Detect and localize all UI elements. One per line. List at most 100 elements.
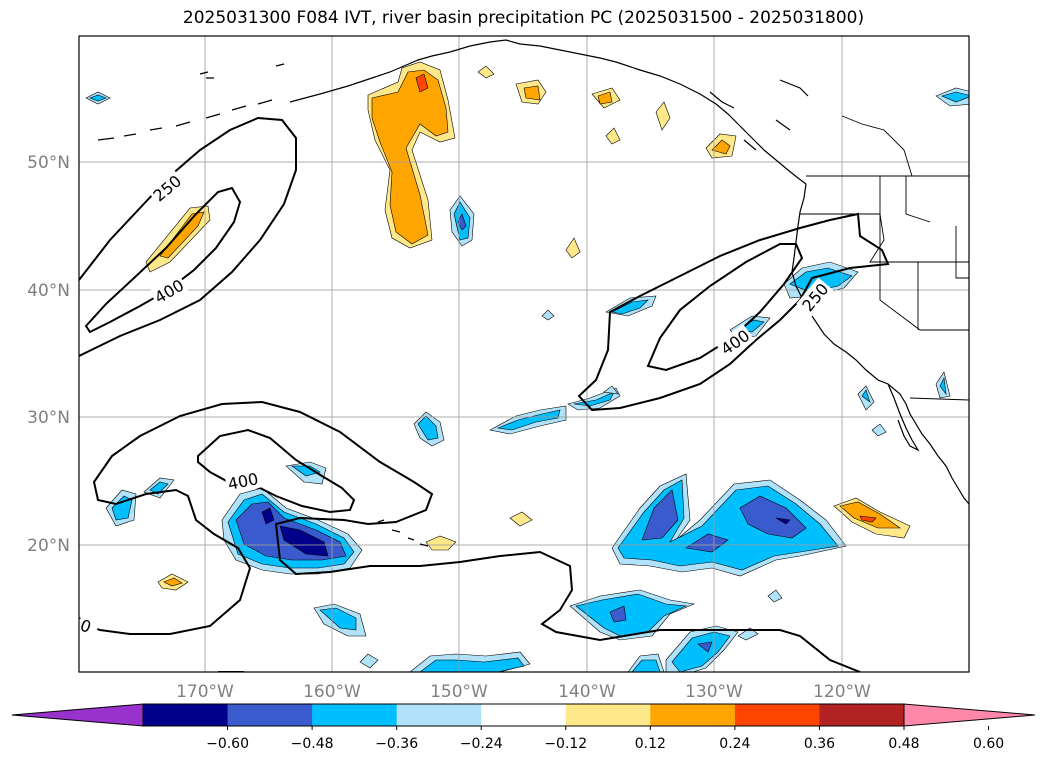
precip-shading	[85, 61, 969, 672]
us-west-coast	[791, 183, 969, 505]
ivt-contour-400	[84, 186, 242, 334]
positive-anomaly	[477, 65, 495, 79]
negative-anomaly	[861, 389, 871, 403]
ivt-contours	[79, 116, 890, 672]
colorbar-tick-label: −0.60	[206, 736, 249, 752]
negative-anomaly	[939, 376, 947, 396]
lat-label: 20°N	[27, 536, 70, 556]
colorbar: −0.60 −0.48 −0.36 −0.24 −0.12 0.12 0.24 0.36 0.4…	[11, 703, 1036, 752]
lat-label: 30°N	[27, 408, 70, 428]
positive-anomaly	[425, 535, 457, 551]
lon-label: 160°W	[303, 682, 361, 702]
positive-anomaly	[605, 127, 621, 145]
lat-label: 40°N	[27, 281, 70, 301]
colorbar-tick-label: 0.12	[635, 736, 666, 752]
ivt-contour-250	[79, 400, 861, 672]
negative-anomaly	[697, 641, 713, 653]
positive-anomaly	[839, 501, 901, 529]
negative-anomaly	[641, 489, 807, 553]
positive-anomaly	[711, 139, 731, 155]
map-layers: 250 400 400 400 250 50	[79, 36, 969, 672]
lon-label: 170°W	[176, 682, 234, 702]
aleutian-islands	[97, 63, 285, 141]
positive-anomaly	[159, 211, 205, 259]
colorbar-bin	[143, 704, 229, 726]
state-border-ca-nv	[879, 214, 969, 331]
negative-anomaly	[319, 607, 357, 631]
map-background	[79, 36, 969, 672]
ivt-contour-250	[577, 212, 890, 412]
negative-anomaly	[575, 593, 688, 637]
bc-islands	[709, 79, 809, 151]
colorbar-bin	[312, 704, 398, 726]
map-panel: 250 400 400 400 250 50	[78, 35, 970, 673]
coastlines	[97, 39, 969, 547]
positive-anomaly	[655, 101, 671, 131]
lat-label: 50°N	[27, 153, 70, 173]
lon-labels: 170°W 160°W 150°W 140°W 130°W 120°W	[176, 682, 871, 702]
ivt-contour-400	[197, 428, 356, 514]
colorbar-tick-label: 0.36	[804, 736, 835, 752]
negative-anomaly	[496, 409, 561, 431]
colorbar-bin	[396, 704, 482, 726]
positive-anomaly	[523, 85, 541, 101]
baja-california	[887, 383, 920, 452]
negative-anomaly	[419, 657, 525, 672]
negative-anomaly	[111, 495, 133, 521]
negative-anomaly	[775, 517, 791, 525]
contour-label-bg	[79, 608, 101, 640]
negative-anomaly	[671, 631, 731, 672]
negative-anomaly	[609, 605, 627, 623]
map-frame	[78, 35, 970, 673]
colorbar-extend-min	[11, 703, 144, 727]
colorbar-bin	[734, 704, 820, 726]
lon-label: 140°W	[558, 682, 616, 702]
contour-label-bg	[147, 169, 187, 207]
negative-anomaly	[871, 423, 887, 437]
alaska-coast	[289, 39, 807, 185]
positive-anomaly	[415, 73, 429, 93]
colorbar-tick-label: −0.24	[460, 736, 503, 752]
colorbar-bin	[565, 704, 651, 726]
negative-anomaly	[89, 94, 107, 102]
contour-label-bg	[224, 467, 262, 495]
colorbar-tick-label: 0.60	[973, 736, 1004, 752]
lon-label: 120°W	[813, 682, 871, 702]
lat-labels: 50°N 40°N 30°N 20°N	[27, 153, 70, 556]
positive-anomaly	[859, 515, 877, 523]
map-title: 2025031300 F084 IVT, river basin precipi…	[182, 8, 865, 28]
hawaii-islands	[377, 519, 429, 547]
colorbar-tick-label: 0.48	[888, 736, 919, 752]
contour-label-bg	[149, 273, 189, 309]
negative-anomaly	[941, 91, 969, 103]
colorbar-tick-label: 0.24	[719, 736, 750, 752]
colorbar-outline	[142, 703, 905, 727]
positive-anomaly	[371, 69, 449, 245]
negative-anomaly	[603, 385, 619, 395]
ivt-contour-400	[646, 243, 804, 372]
negative-anomaly	[767, 589, 783, 603]
negative-anomaly	[541, 309, 555, 321]
negative-anomaly	[261, 507, 329, 557]
positive-anomaly	[163, 577, 183, 587]
negative-anomaly	[631, 659, 661, 672]
positive-anomaly	[509, 511, 533, 527]
canada-province-border	[841, 36, 969, 177]
colorbar-bin	[227, 704, 313, 726]
lon-label: 130°W	[685, 682, 743, 702]
contour-label-bg	[796, 277, 834, 317]
colorbar-extend-max	[903, 703, 1036, 727]
contour-label-bg	[715, 324, 755, 360]
negative-anomaly	[359, 653, 379, 669]
mexico-border	[909, 397, 969, 401]
lon-label: 150°W	[430, 682, 488, 702]
colorbar-tick-label: −0.48	[291, 736, 334, 752]
colorbar-bin	[819, 704, 905, 726]
negative-anomaly	[611, 299, 649, 315]
colorbar-bin	[650, 704, 736, 726]
colorbar-bin	[481, 704, 567, 726]
colorbar-tick-label: −0.36	[375, 736, 418, 752]
state-border-id	[879, 176, 931, 223]
colorbar-tick-label: −0.12	[544, 736, 587, 752]
